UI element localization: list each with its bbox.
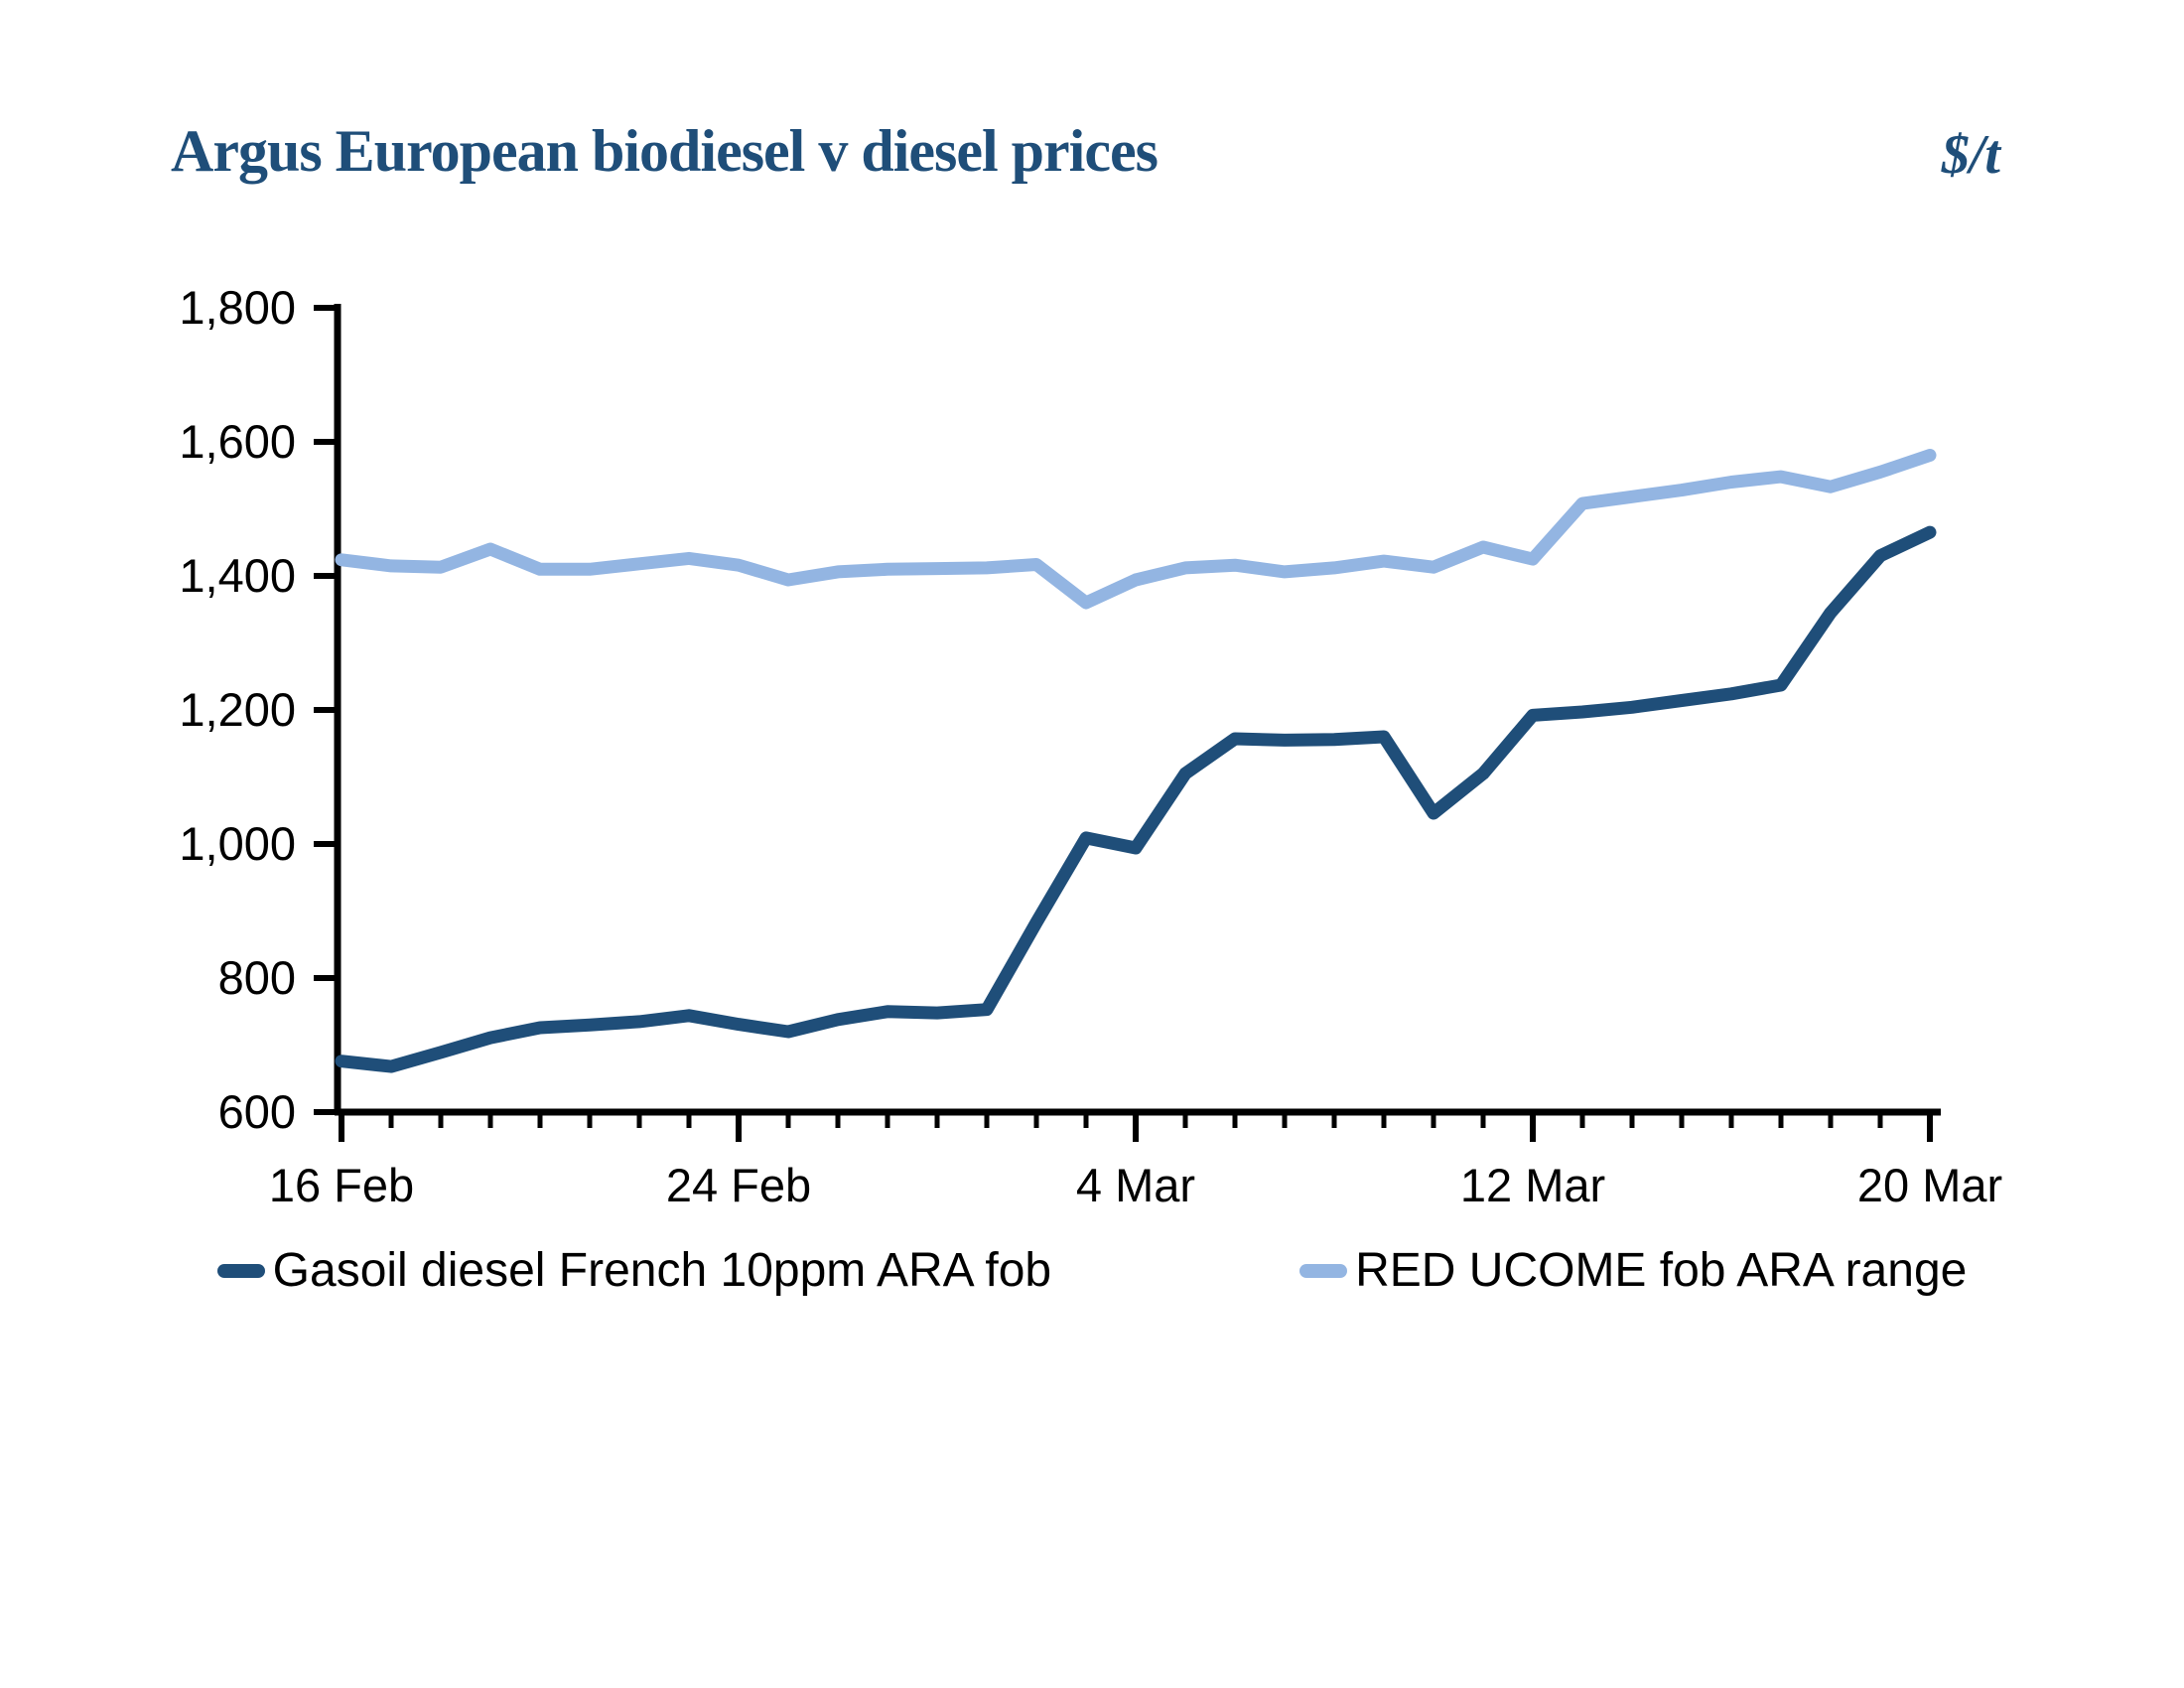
y-tick-label: 1,200 — [179, 683, 296, 736]
x-tick-label: 12 Mar — [1460, 1159, 1605, 1211]
legend-label-ucome: RED UCOME fob ARA range — [1355, 1244, 1968, 1297]
y-tick-label: 1,400 — [179, 549, 296, 602]
chart-title: Argus European biodiesel v diesel prices — [171, 118, 1159, 184]
y-tick-label: 1,000 — [179, 817, 296, 870]
x-tick-label: 4 Mar — [1076, 1159, 1195, 1211]
y-tick-label: 1,800 — [179, 281, 296, 334]
ucome-line-swatch — [1299, 1263, 1348, 1278]
legend-item-gasoil: Gasoil diesel French 10ppm ARA fob — [216, 1243, 1052, 1298]
y-tick-label: 800 — [218, 951, 296, 1004]
y-tick-label: 600 — [218, 1085, 296, 1138]
legend-label-gasoil: Gasoil diesel French 10ppm ARA fob — [272, 1244, 1052, 1297]
x-tick-label: 20 Mar — [1857, 1159, 2002, 1211]
series-line-ucome — [335, 449, 1937, 610]
series-line-gasoil — [335, 525, 1937, 1073]
x-tick-label: 16 Feb — [269, 1159, 414, 1211]
legend-item-ucome: RED UCOME fob ARA range — [1299, 1243, 1967, 1298]
y-tick-label: 1,600 — [179, 415, 296, 468]
chart-unit-label: $/t — [1941, 124, 2000, 186]
x-tick-label: 24 Feb — [666, 1159, 811, 1211]
legend: Gasoil diesel French 10ppm ARA fob RED U… — [0, 1243, 2184, 1298]
gasoil-line-swatch — [216, 1263, 265, 1278]
